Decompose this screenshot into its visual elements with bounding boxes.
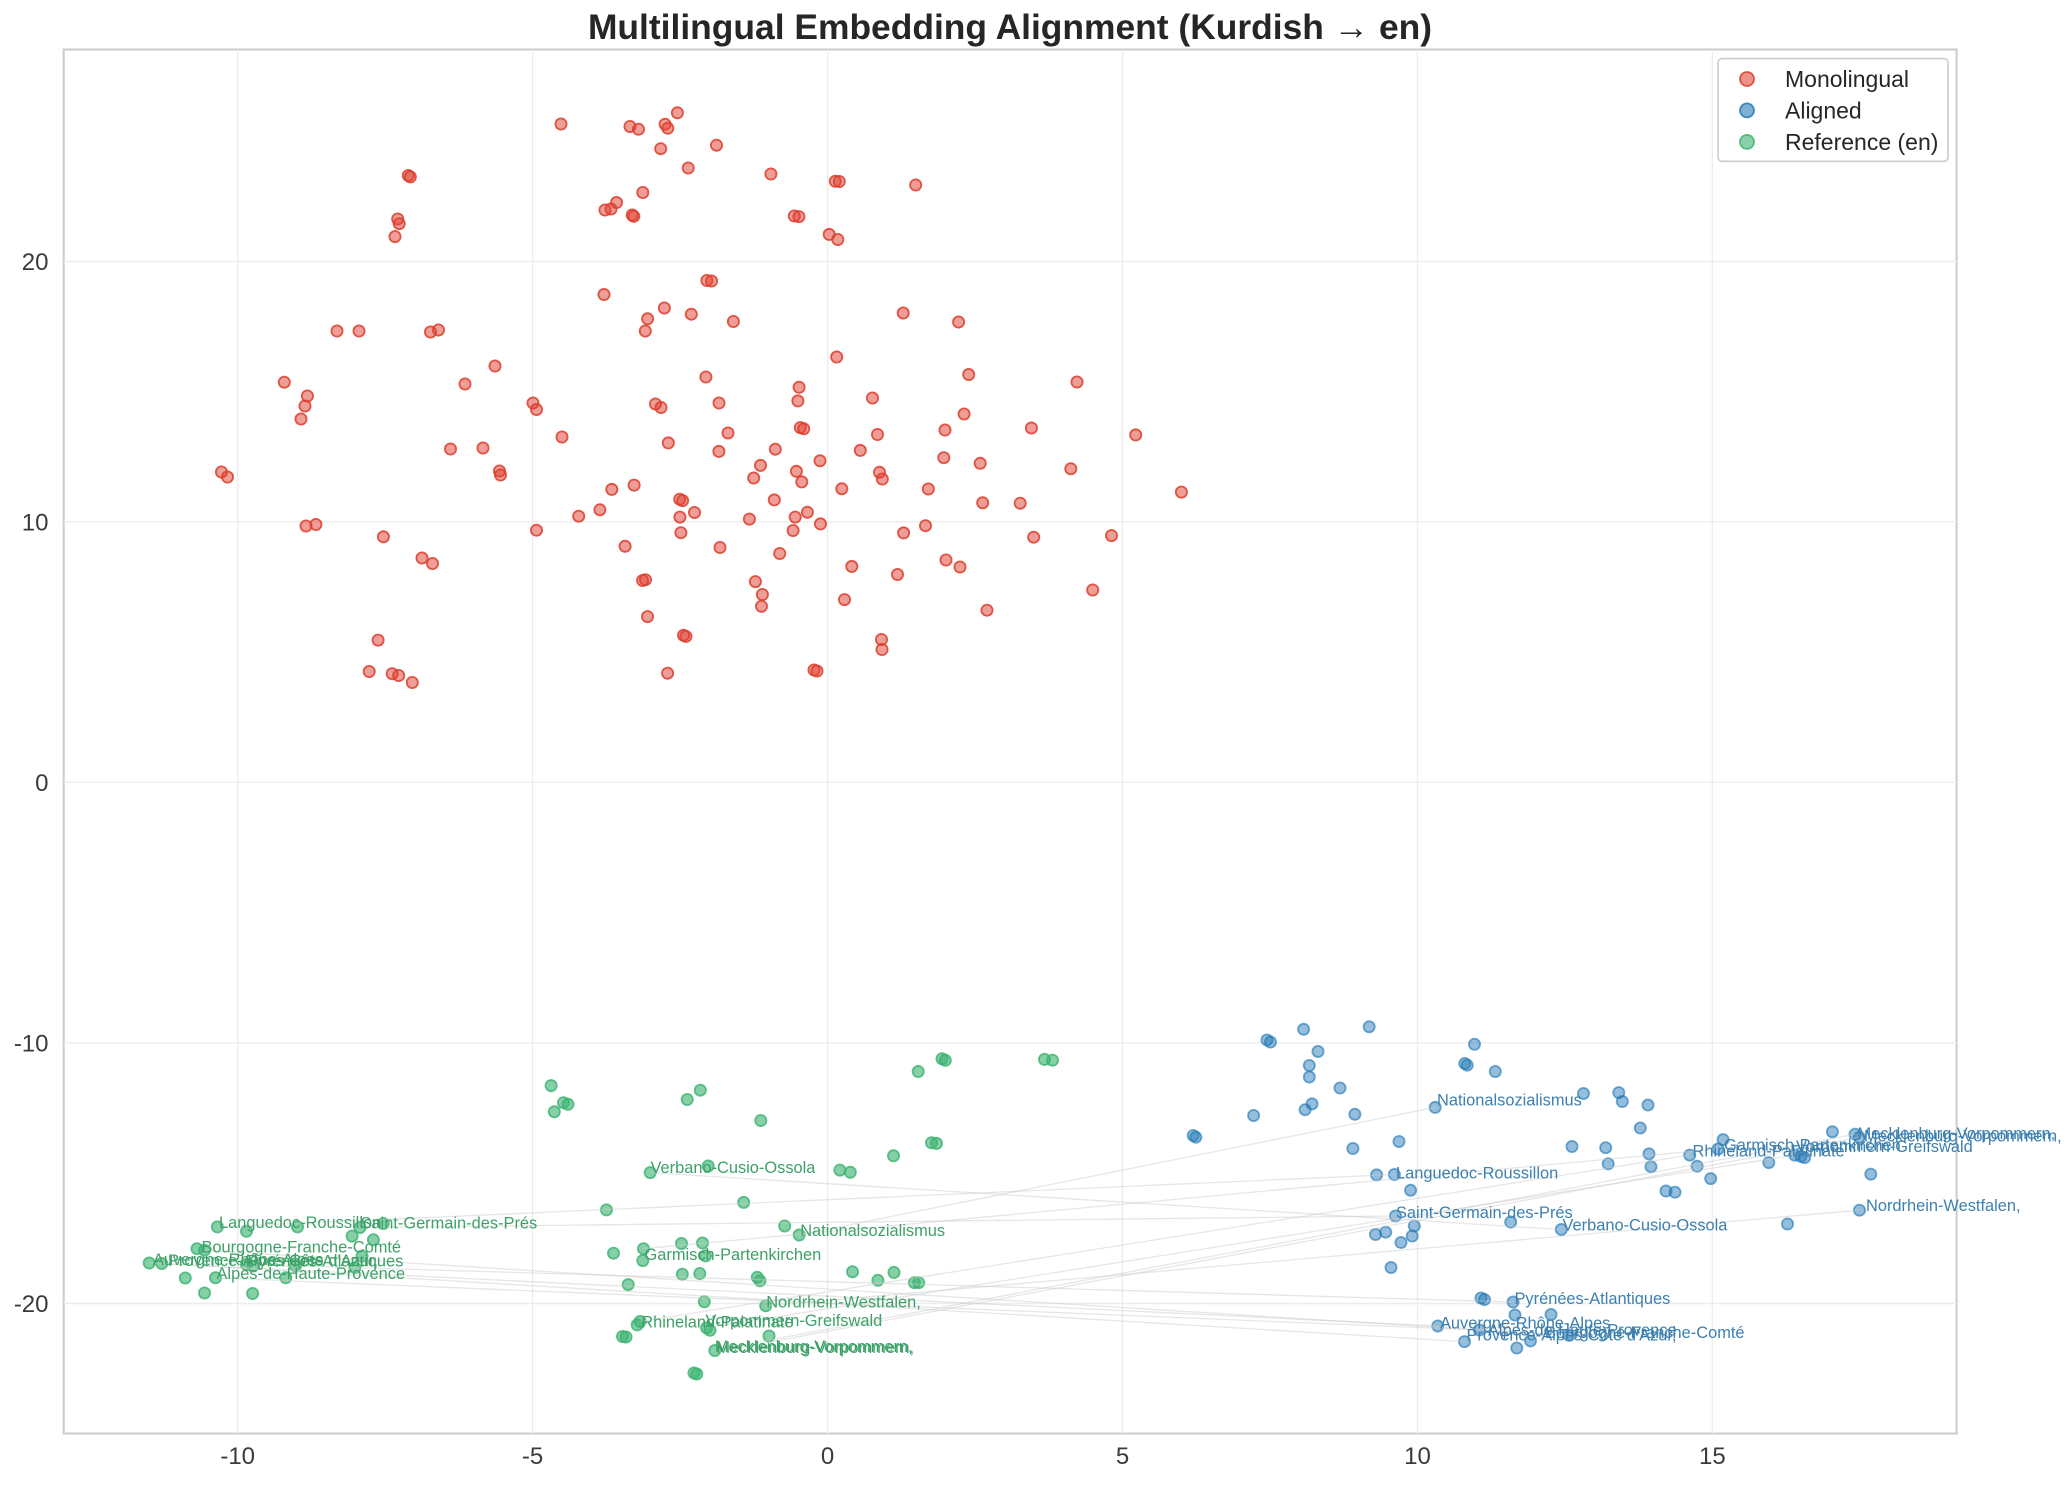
- svg-text:15: 15: [1699, 1443, 1726, 1470]
- svg-text:-10: -10: [220, 1443, 255, 1470]
- svg-text:Auvergne-Rhône-Alpes: Auvergne-Rhône-Alpes: [153, 1251, 323, 1269]
- svg-text:Mecklenburg-Vorpommern,: Mecklenburg-Vorpommern,: [715, 1338, 913, 1356]
- svg-text:Pyrénées-Atlantiques: Pyrénées-Atlantiques: [248, 1252, 404, 1270]
- svg-text:Nationalsozialismus: Nationalsozialismus: [1437, 1092, 1582, 1110]
- svg-text:Vorpommern-Greifswald: Vorpommern-Greifswald: [1796, 1138, 1973, 1156]
- svg-text:Aligned: Aligned: [1785, 97, 1862, 123]
- svg-text:20: 20: [22, 249, 49, 276]
- svg-text:Mecklenburg-Vorpommern,: Mecklenburg-Vorpommern,: [1858, 1125, 2056, 1143]
- svg-text:Pyrénées-Atlantiques: Pyrénées-Atlantiques: [1515, 1290, 1671, 1308]
- svg-text:10: 10: [1404, 1443, 1431, 1470]
- svg-text:-5: -5: [522, 1443, 543, 1470]
- svg-text:Languedoc-Roussillon: Languedoc-Roussillon: [1396, 1165, 1558, 1183]
- svg-text:Provence-Alpes-Côte d'Azur,: Provence-Alpes-Côte d'Azur,: [1467, 1327, 1677, 1345]
- svg-text:Provence-Alpes-Côte d'Azur,: Provence-Alpes-Côte d'Azur,: [168, 1252, 378, 1270]
- svg-text:Nordrhein-Westfalen,: Nordrhein-Westfalen,: [766, 1294, 921, 1312]
- svg-text:Garmisch-Partenkirchen: Garmisch-Partenkirchen: [1724, 1137, 1901, 1155]
- svg-text:Vorpommern-Greifswald: Vorpommern-Greifswald: [706, 1312, 883, 1330]
- svg-text:Mecklenburg-Vorpommern,: Mecklenburg-Vorpommern,: [716, 1339, 914, 1357]
- svg-text:Mecklenburg-Vorpommern,: Mecklenburg-Vorpommern,: [1864, 1128, 2062, 1146]
- svg-text:Auvergne-Rhône-Alpes: Auvergne-Rhône-Alpes: [1440, 1315, 1610, 1333]
- svg-text:-20: -20: [14, 1291, 49, 1318]
- svg-text:Nationalsozialismus: Nationalsozialismus: [800, 1222, 945, 1240]
- svg-text:Nordrhein-Westfalen,: Nordrhein-Westfalen,: [1866, 1197, 2021, 1215]
- svg-text:0: 0: [35, 770, 48, 797]
- svg-text:Monolingual: Monolingual: [1785, 66, 1909, 92]
- svg-text:Garmisch-Partenkirchen: Garmisch-Partenkirchen: [645, 1246, 822, 1264]
- svg-text:Saint-Germain-des-Prés: Saint-Germain-des-Prés: [1396, 1204, 1573, 1222]
- svg-text:5: 5: [1116, 1443, 1129, 1470]
- svg-text:Reference (en): Reference (en): [1785, 129, 1938, 155]
- svg-text:Multilingual Embedding Alignme: Multilingual Embedding Alignment (Kurdis…: [588, 7, 1432, 47]
- svg-text:Alpes-de-Haute-Provence: Alpes-de-Haute-Provence: [217, 1265, 406, 1283]
- svg-text:Alpes-de-Haute-Provence: Alpes-de-Haute-Provence: [1488, 1322, 1677, 1340]
- svg-text:Verbano-Cusio-Ossola: Verbano-Cusio-Ossola: [651, 1159, 817, 1177]
- svg-text:Rhineland-Palatinate: Rhineland-Palatinate: [641, 1314, 793, 1332]
- svg-text:0: 0: [821, 1443, 834, 1470]
- svg-text:Verbano-Cusio-Ossola: Verbano-Cusio-Ossola: [1563, 1217, 1729, 1235]
- svg-text:Bourgogne-Franche-Comté: Bourgogne-Franche-Comté: [1545, 1324, 1745, 1342]
- svg-text:Languedoc-Roussillon: Languedoc-Roussillon: [219, 1214, 381, 1232]
- svg-text:Saint-Germain-des-Prés: Saint-Germain-des-Prés: [361, 1214, 538, 1232]
- svg-text:-10: -10: [14, 1031, 49, 1058]
- svg-text:10: 10: [22, 510, 49, 537]
- svg-text:Bourgogne-Franche-Comté: Bourgogne-Franche-Comté: [202, 1239, 402, 1257]
- svg-text:Rhineland-Palatinate: Rhineland-Palatinate: [1693, 1143, 1845, 1161]
